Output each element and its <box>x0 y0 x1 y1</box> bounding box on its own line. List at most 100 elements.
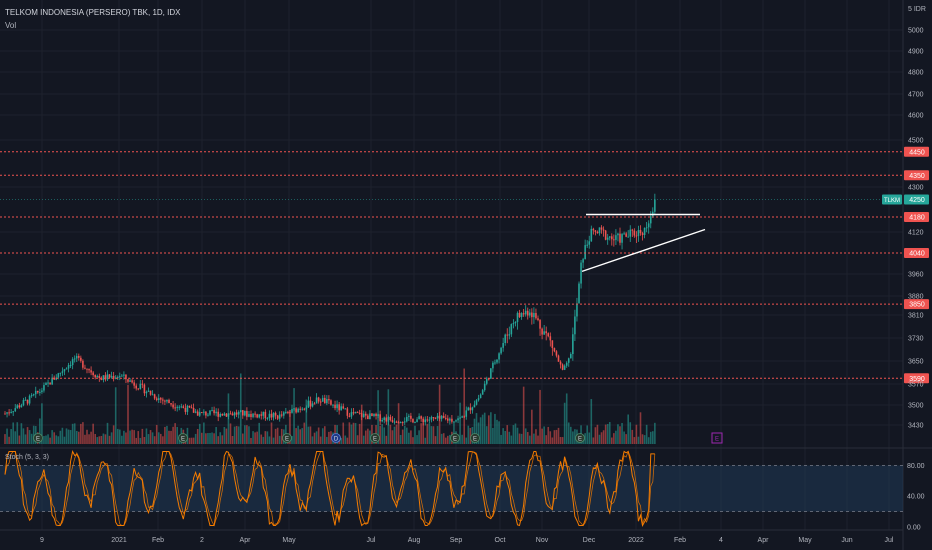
volume-bar <box>71 423 74 444</box>
candle-body <box>442 415 445 418</box>
volume-bar <box>227 393 230 444</box>
candle-body <box>631 229 634 231</box>
volume-bar <box>321 428 324 444</box>
candle-body <box>321 397 324 402</box>
volume-bar <box>168 430 170 444</box>
event-marker-bg <box>711 432 723 444</box>
candle-body <box>108 374 111 378</box>
volume-bar <box>153 436 156 444</box>
candle-body <box>63 369 66 372</box>
volume-bar <box>213 433 215 444</box>
volume-bar <box>250 437 252 444</box>
volume-bar <box>649 431 652 444</box>
candle-body <box>196 411 199 416</box>
candle-body <box>182 406 185 409</box>
volume-bar <box>121 435 123 444</box>
candle-body <box>424 419 427 423</box>
volume-bar <box>539 389 541 444</box>
candle-body <box>129 380 131 382</box>
volume-bar <box>12 422 14 444</box>
volume-bar <box>619 426 621 444</box>
candle-body <box>45 383 47 386</box>
volume-bar <box>157 432 160 444</box>
volume-bar <box>559 436 562 444</box>
candle-body <box>461 416 463 418</box>
volume-bar <box>420 423 422 444</box>
stoch-k-line <box>4 450 655 527</box>
candle-body <box>75 356 78 359</box>
candle-body <box>190 407 193 409</box>
volume-bar <box>16 422 19 444</box>
candle-body <box>555 351 558 356</box>
candle-body <box>47 382 49 384</box>
volume-bar <box>354 423 357 444</box>
volume-bar <box>389 424 392 444</box>
candle-body <box>565 362 568 366</box>
time-tick: 2021 <box>111 537 127 544</box>
candle-body <box>422 418 424 423</box>
volume-bar <box>82 422 84 444</box>
volume-bar <box>301 428 304 444</box>
candle-body <box>504 334 506 343</box>
candle-body <box>84 367 86 369</box>
candle-body <box>457 418 459 421</box>
volume-bar <box>319 436 322 444</box>
stoch-tick: 40.00 <box>907 494 925 501</box>
volume-bar <box>123 430 125 444</box>
volume-bar <box>444 437 447 444</box>
time-tick: Jul <box>885 537 894 544</box>
candle-body <box>494 362 496 364</box>
time-tick: Apr <box>758 537 770 544</box>
volume-bar <box>201 432 203 444</box>
volume-bar <box>348 422 351 444</box>
candle-body <box>635 235 638 237</box>
volume-bar <box>145 428 148 444</box>
candle-body <box>217 411 219 417</box>
volume-bar <box>239 373 242 444</box>
candle-body <box>262 411 265 416</box>
candle-body <box>330 400 332 405</box>
candle-body <box>121 375 123 377</box>
volume-bar <box>209 432 211 444</box>
volume-bar <box>529 435 531 444</box>
volume-bar <box>73 423 76 444</box>
price-tick: 3570 <box>908 382 924 389</box>
volume-bar <box>606 424 609 444</box>
candle-body <box>151 394 154 396</box>
volume-bar <box>258 422 260 444</box>
volume-bar <box>367 428 369 444</box>
candle-body <box>557 355 560 362</box>
candle-body <box>119 376 121 378</box>
candle-body <box>586 244 588 246</box>
volume-bar <box>164 426 166 444</box>
candle-body <box>594 230 597 232</box>
candle-body <box>627 236 629 238</box>
volume-bar <box>440 433 443 444</box>
volume-bar <box>584 433 586 444</box>
candle-body <box>307 400 310 408</box>
volume-bar <box>473 418 476 444</box>
volume-bar <box>90 431 92 444</box>
candle-body <box>611 236 613 240</box>
candle-body <box>24 399 27 401</box>
volume-bar <box>30 433 33 444</box>
volume-bar <box>188 437 191 444</box>
candle-body <box>369 413 371 420</box>
candle-body <box>395 421 398 423</box>
volume-bar <box>137 431 140 444</box>
volume-bar <box>147 434 150 444</box>
candle-body <box>584 245 586 260</box>
volume-bar <box>203 422 205 444</box>
volume-bar <box>551 437 554 444</box>
candle-body <box>229 413 232 415</box>
volume-bar <box>317 427 320 444</box>
volume-bar <box>416 435 418 444</box>
volume-bar <box>346 437 349 444</box>
volume-bar <box>547 426 550 444</box>
event-marker-bg <box>370 433 380 443</box>
volume-bar <box>266 431 269 444</box>
candle-body <box>580 262 582 284</box>
candle-body <box>86 368 88 370</box>
volume-bar <box>467 425 470 444</box>
